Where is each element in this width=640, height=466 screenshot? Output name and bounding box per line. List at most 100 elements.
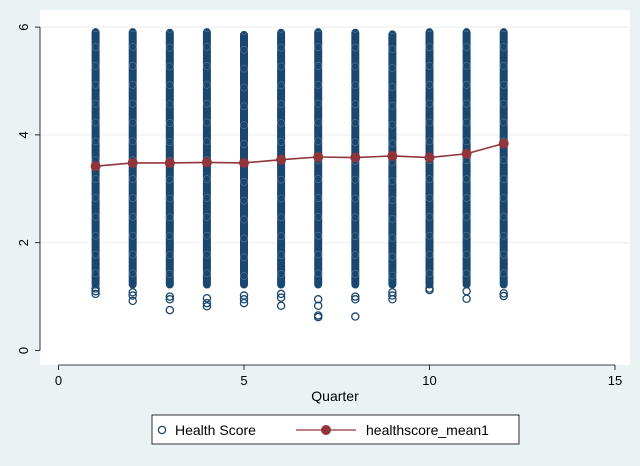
legend-health-score-marker-icon (157, 425, 167, 435)
scatter-point (165, 270, 174, 278)
scatter-point (351, 138, 360, 146)
scatter-point (351, 100, 360, 109)
x-axis-title: Quarter (311, 388, 359, 404)
scatter-point-outlier (388, 288, 397, 297)
scatter-point-outlier (276, 301, 286, 311)
scatter-point (203, 137, 211, 146)
scatter-point (425, 80, 434, 89)
legend-mean-label: healthscore_mean1 (366, 422, 489, 438)
scatter-point-outlier (202, 293, 212, 303)
mean-point-q9 (387, 150, 398, 161)
scatter-point (128, 194, 137, 202)
plot-area (40, 10, 630, 365)
legend-mean-marker-icon (321, 425, 331, 435)
scatter-point (240, 102, 248, 111)
scatter-point (277, 232, 285, 241)
scatter-point (388, 101, 397, 110)
scatter-point-outlier (499, 289, 508, 298)
scatter-point (314, 250, 323, 259)
scatter-point (165, 81, 174, 90)
scatter-point (165, 100, 174, 109)
scatter-point (128, 212, 137, 221)
scatter-point (462, 269, 471, 278)
scatter-point (277, 43, 285, 52)
scatter-point (499, 118, 508, 127)
scatter-point (314, 118, 323, 127)
scatter-point (314, 175, 323, 183)
scatter-point (277, 175, 285, 184)
scatter-point (165, 24, 174, 33)
scatter-point (128, 137, 137, 146)
scatter-point (314, 43, 323, 51)
scatter-point (351, 270, 360, 278)
scatter-point (499, 231, 508, 240)
scatter-point (388, 177, 397, 186)
scatter-point (277, 100, 285, 109)
scatter-point-outlier (128, 288, 137, 297)
mean-point-q10 (424, 152, 435, 163)
scatter-point-outlier (276, 289, 286, 299)
scatter-point (425, 231, 434, 240)
mean-point-q4 (201, 157, 212, 168)
scatter-point (277, 251, 285, 259)
scatter-column-q1 (91, 28, 100, 289)
scatter-point (462, 118, 471, 127)
mean-point-q6 (276, 154, 287, 165)
scatter-point (351, 251, 360, 259)
x-tick-label-15: 15 (608, 373, 622, 388)
scatter-point (165, 232, 174, 241)
scatter-point (388, 83, 397, 91)
scatter-column-q12 (499, 28, 508, 289)
mean-point-q2 (127, 157, 138, 168)
scatter-point (203, 194, 211, 202)
scatter-point (91, 250, 100, 259)
scatter-point (462, 175, 471, 183)
scatter-point-outlier (351, 292, 360, 301)
scatter-point (499, 194, 508, 202)
scatter-point (128, 43, 137, 51)
scatter-point (203, 212, 211, 221)
scatter-point (91, 24, 100, 33)
scatter-point (388, 196, 397, 204)
scatter-point (240, 27, 248, 35)
scatter-point-outlier (128, 291, 137, 300)
scatter-point (314, 137, 323, 146)
scatter-point (388, 64, 397, 72)
scatter-point (277, 194, 285, 203)
scatter-point (462, 194, 471, 202)
legend-health-score-label: Health Score (175, 422, 256, 438)
scatter-point (499, 156, 508, 165)
scatter-point (91, 62, 100, 70)
scatter-point (425, 43, 434, 51)
scatter-point (91, 43, 100, 51)
scatter-point (203, 175, 211, 183)
axes: 0 2 4 6 0 5 10 15 (16, 23, 622, 388)
scatter-point (128, 231, 137, 240)
scatter-point (91, 231, 100, 240)
scatter-point (499, 43, 508, 51)
scatter-point (425, 194, 434, 202)
scatter-point (91, 212, 100, 221)
scatter-point (91, 175, 100, 183)
scatter-point (462, 137, 471, 146)
scatter-point (128, 99, 137, 108)
legend-box (151, 414, 520, 445)
scatter-point (165, 194, 174, 203)
scatter-point (203, 99, 211, 108)
scatter-point-outlier (462, 286, 471, 296)
scatter-point (351, 43, 360, 52)
scatter-point (91, 118, 100, 127)
scatter-point (165, 251, 174, 259)
scatter-point (128, 175, 137, 183)
scatter-point (388, 45, 397, 54)
scatter-point (277, 270, 285, 278)
scatter-point-outlier (425, 284, 434, 293)
y-tick-label-0: 0 (16, 347, 31, 354)
scatter-point (165, 138, 174, 146)
scatter-point (462, 24, 471, 33)
x-tick-label-5: 5 (240, 373, 247, 388)
scatter-point (165, 62, 174, 71)
scatter-point-outlier (313, 311, 323, 320)
legend: Health Score healthscore_mean1 (151, 414, 520, 445)
scatter-point (314, 62, 323, 70)
